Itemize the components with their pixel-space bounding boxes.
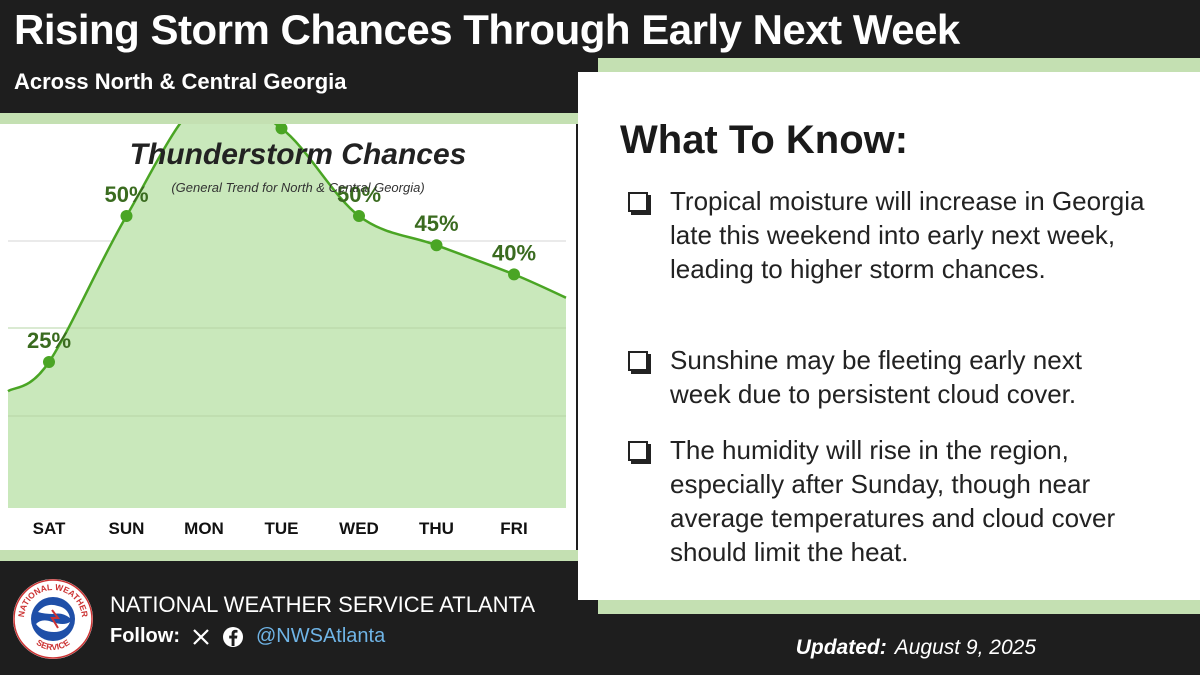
page-subtitle: Across North & Central Georgia	[14, 69, 347, 94]
x-tick-label: TUE	[265, 519, 299, 538]
bullet-text: Sunshine may be fleeting early next week…	[670, 345, 1082, 409]
svg-text:SERVICE: SERVICE	[35, 637, 72, 652]
chart-subtitle: (General Trend for North & Central Georg…	[171, 180, 425, 195]
accent-band-right-bottom	[598, 600, 1200, 614]
thunderstorm-chart: 25%SAT50%SUN70%MON65%TUE50%WED45%THU40%F…	[7, 124, 567, 538]
checkbox-icon	[628, 351, 648, 371]
updated-line: Updated: August 9, 2025	[796, 636, 1036, 660]
data-point	[120, 210, 133, 222]
checkbox-icon	[628, 192, 648, 212]
accent-band-left-bottom	[0, 550, 578, 561]
what-to-know-title: What To Know:	[620, 118, 909, 162]
bullet-text: The humidity will rise in the region, es…	[670, 435, 1116, 567]
data-label: 45%	[414, 211, 458, 236]
x-tick-label: WED	[339, 519, 379, 538]
facebook-icon[interactable]	[222, 626, 244, 648]
x-tick-label: SUN	[109, 519, 145, 538]
bullet-item: Tropical moisture will increase in Georg…	[628, 184, 1148, 286]
data-label: 25%	[27, 328, 71, 353]
bullet-item: The humidity will rise in the region, es…	[628, 433, 1148, 569]
follow-label: Follow:	[110, 625, 180, 647]
x-tick-label: THU	[419, 519, 454, 538]
x-tick-label: FRI	[500, 519, 527, 538]
page-title: Rising Storm Chances Through Early Next …	[14, 6, 960, 53]
data-point	[353, 210, 365, 222]
data-label: 50%	[104, 182, 148, 207]
accent-band-left-top	[0, 113, 578, 124]
updated-date: August 9, 2025	[894, 636, 1036, 659]
follow-row: Follow: @NWSAtlanta	[110, 625, 385, 648]
chart-title: Thunderstorm Chances	[129, 138, 467, 171]
area-fill	[8, 124, 566, 508]
data-point	[430, 239, 443, 252]
data-label: 40%	[492, 240, 536, 265]
organization-name: NATIONAL WEATHER SERVICE ATLANTA	[110, 592, 536, 617]
bullet-text: Tropical moisture will increase in Georg…	[670, 186, 1145, 284]
checkbox-icon	[628, 441, 648, 461]
what-to-know-panel	[578, 72, 1200, 600]
bullet-item: Sunshine may be fleeting early next week…	[628, 343, 1148, 411]
data-point	[508, 268, 520, 281]
accent-band-right-top	[598, 58, 1200, 72]
data-label: 50%	[337, 182, 381, 207]
social-handle[interactable]: @NWSAtlanta	[255, 625, 386, 647]
x-icon[interactable]	[192, 628, 210, 646]
nws-logo: NATIONAL WEATHER SERVICE	[13, 579, 93, 659]
x-tick-label: MON	[184, 519, 224, 538]
trend-line	[7, 124, 567, 393]
x-tick-label: SAT	[33, 519, 66, 538]
updated-label: Updated:	[795, 636, 887, 659]
data-point	[43, 356, 55, 368]
data-point	[275, 124, 288, 135]
